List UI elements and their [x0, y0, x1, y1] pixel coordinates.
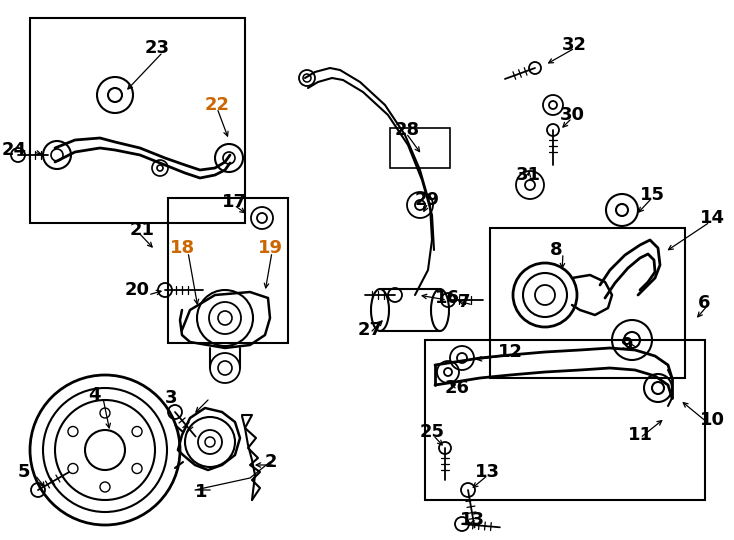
Text: 20: 20: [125, 281, 150, 299]
Text: 7: 7: [458, 293, 470, 311]
Text: 26: 26: [445, 379, 470, 397]
Text: 13: 13: [460, 511, 485, 529]
Text: 14: 14: [700, 209, 725, 227]
Bar: [490, 228, 685, 378]
Text: 5: 5: [18, 463, 31, 481]
Bar: [425, 340, 705, 500]
Text: 30: 30: [560, 106, 585, 124]
Text: 3: 3: [165, 389, 178, 407]
Text: 11: 11: [628, 426, 653, 444]
Text: 21: 21: [130, 221, 155, 239]
Text: 10: 10: [700, 411, 725, 429]
Text: 22: 22: [205, 96, 230, 114]
Bar: [168, 198, 288, 343]
Text: 23: 23: [145, 39, 170, 57]
Text: 27: 27: [358, 321, 383, 339]
Text: 29: 29: [415, 191, 440, 209]
Text: 31: 31: [516, 166, 541, 184]
Text: 28: 28: [395, 121, 420, 139]
Text: 18: 18: [170, 239, 195, 257]
Text: 15: 15: [640, 186, 665, 204]
Text: 25: 25: [420, 423, 445, 441]
Text: 9: 9: [620, 336, 633, 354]
Text: 24: 24: [2, 141, 27, 159]
Text: 1: 1: [195, 483, 208, 501]
Text: 8: 8: [550, 241, 563, 259]
Text: 6: 6: [698, 294, 711, 312]
Text: 4: 4: [88, 386, 101, 404]
Text: 19: 19: [258, 239, 283, 257]
Text: 12: 12: [498, 343, 523, 361]
Text: 17: 17: [222, 193, 247, 211]
Text: 16: 16: [435, 289, 460, 307]
Bar: [30, 18, 245, 223]
Bar: [390, 128, 450, 168]
Text: 32: 32: [562, 36, 587, 54]
Text: 13: 13: [475, 463, 500, 481]
Text: 2: 2: [265, 453, 277, 471]
